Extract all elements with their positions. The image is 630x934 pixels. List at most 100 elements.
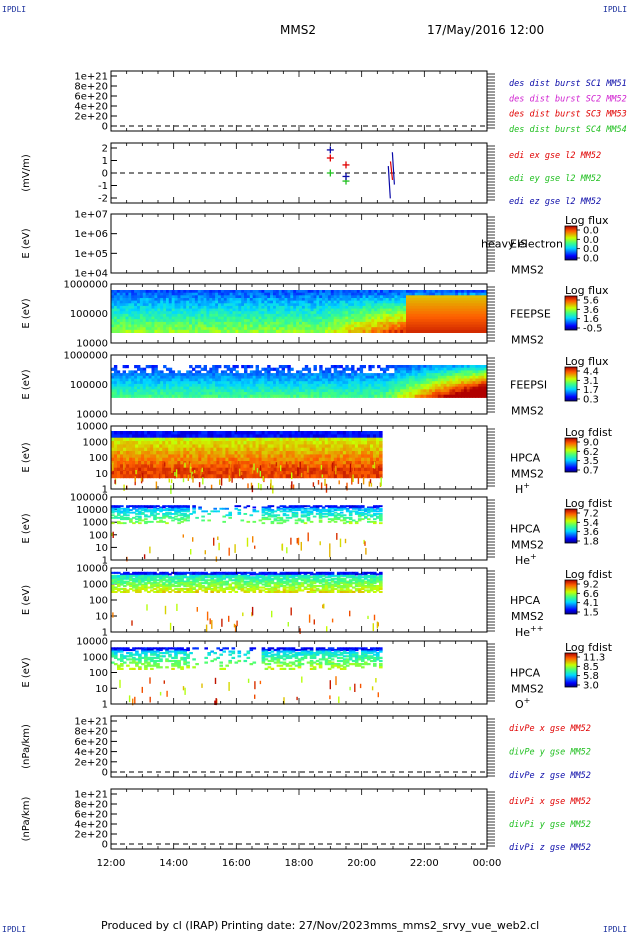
spectrogram-cell xyxy=(168,313,173,318)
spectrogram-cell xyxy=(148,365,152,369)
spectrogram-cell xyxy=(348,392,352,396)
spectrogram-cell xyxy=(238,381,242,385)
spectrogram-cell xyxy=(117,444,121,449)
spectrogram-cell xyxy=(472,290,476,294)
spectrogram-cell xyxy=(348,381,352,385)
spectrogram-cell xyxy=(434,389,439,393)
spectrogram-cell xyxy=(165,447,169,452)
spectrogram-cell xyxy=(111,298,115,302)
spectrogram-cell xyxy=(125,292,129,296)
spectrogram-cell xyxy=(309,434,314,439)
spectrogram-cell xyxy=(186,329,190,333)
spectrogram-cell xyxy=(316,392,320,396)
spectrogram-cell xyxy=(446,367,450,371)
spectrogram-cell xyxy=(139,386,144,390)
spectrogram-cell xyxy=(192,392,196,396)
spectrogram-cell xyxy=(192,381,196,385)
spectrogram-cell xyxy=(394,375,398,379)
spectrogram-cell xyxy=(261,383,265,388)
spectrogram-cell xyxy=(455,290,459,294)
spectrogram-cell xyxy=(377,381,381,385)
spectrogram-cell xyxy=(113,308,118,312)
spectrogram-cell xyxy=(382,319,387,323)
spectrogram-cell xyxy=(183,474,187,479)
spectrogram-cell xyxy=(354,389,358,393)
spectrogram-cell xyxy=(157,305,161,310)
spectrogram-cell xyxy=(215,321,219,326)
spectrogram-cell xyxy=(273,378,277,382)
spectrogram-cell xyxy=(336,365,340,369)
spectrogram-cell xyxy=(226,386,231,390)
spectrogram-cell xyxy=(481,373,485,377)
spectrogram-cell xyxy=(403,386,407,390)
spectrogram-cell xyxy=(197,303,202,307)
spectrogram-cell xyxy=(296,383,300,388)
spectrogram-cell xyxy=(252,474,257,479)
spectrogram-cell xyxy=(304,324,309,328)
spectrogram-cell xyxy=(163,319,167,323)
spectrogram-cell xyxy=(322,305,326,310)
spectrogram-cell xyxy=(186,471,190,475)
spectrogram-cell xyxy=(231,444,236,449)
spectrogram-cell xyxy=(291,457,296,462)
spectrogram-cell xyxy=(309,467,314,472)
spectrogram-cell xyxy=(229,308,233,312)
spectrogram-cell xyxy=(377,300,381,304)
spectrogram-cell xyxy=(443,389,447,393)
spectrogram-cell xyxy=(400,383,404,388)
spectrogram-cell xyxy=(408,324,413,328)
spectrogram-cell xyxy=(434,392,439,396)
spectrogram-cell xyxy=(111,444,115,449)
spectrogram-cell xyxy=(336,392,340,396)
spectrogram-cell xyxy=(417,394,421,398)
spectrogram-cell xyxy=(162,471,166,475)
spectrogram-cell xyxy=(212,303,216,307)
spectrogram-cell xyxy=(420,375,424,379)
spectrogram-cell xyxy=(126,434,130,439)
spectrogram-cell xyxy=(157,375,161,379)
spectrogram-cell xyxy=(125,365,129,369)
spectrogram-cell xyxy=(288,461,293,465)
spectrogram-cell xyxy=(466,311,471,315)
spectrogram-cell xyxy=(200,316,205,320)
spectrogram-cell xyxy=(339,375,343,379)
spectrogram-cell xyxy=(458,290,462,294)
spectrogram-cell xyxy=(414,290,419,294)
spectrogram-cell xyxy=(215,378,219,382)
spectrogram-cell xyxy=(144,454,148,459)
spectrogram-cell xyxy=(414,381,419,385)
spectrogram-cell xyxy=(394,313,398,318)
spectrogram-cell xyxy=(348,389,352,393)
spectrogram-cell xyxy=(356,394,361,398)
spectrogram-cell xyxy=(249,305,254,310)
spectrogram-cell xyxy=(406,392,410,396)
spectrogram-cell xyxy=(429,290,433,294)
spectrogram-cell xyxy=(171,329,176,333)
spectrogram-cell xyxy=(336,327,340,331)
spectrogram-cell xyxy=(186,467,190,472)
spectrogram-cell xyxy=(469,290,473,294)
spectrogram-cell xyxy=(137,394,141,398)
spectrogram-cell xyxy=(117,431,121,435)
spectrogram-cell xyxy=(126,457,130,462)
spectrogram-cell xyxy=(371,308,375,312)
spectrogram-cell xyxy=(125,300,129,304)
spectrogram-cell xyxy=(296,394,300,398)
spectrogram-cell xyxy=(206,319,210,323)
spectrogram-cell xyxy=(111,373,115,377)
spectrogram-cell xyxy=(232,381,236,385)
spectrogram-cell xyxy=(270,381,274,385)
spectrogram-cell xyxy=(252,292,257,296)
spectrogram-cell xyxy=(177,375,181,379)
spectrogram-cell xyxy=(411,373,416,377)
spectrogram-cell xyxy=(362,319,366,323)
spectrogram-cell xyxy=(267,375,271,379)
spectrogram-cell xyxy=(122,392,126,396)
spectrogram-cell xyxy=(273,313,277,318)
spectrogram-cell xyxy=(388,308,393,312)
spectrogram-cell xyxy=(200,292,205,296)
spectrogram-cell xyxy=(452,378,456,382)
spectrogram-cell xyxy=(131,373,135,377)
spectrogram-cell xyxy=(336,290,340,294)
spectrogram-cell xyxy=(313,378,317,382)
